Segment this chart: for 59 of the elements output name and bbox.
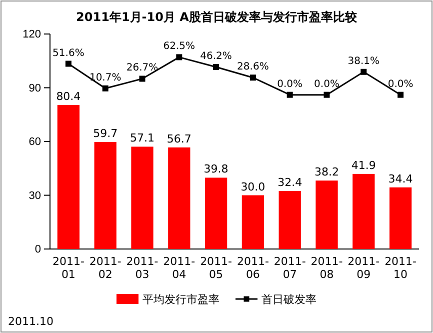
bar [131, 146, 154, 249]
point [102, 85, 108, 92]
data-label: 30.0 [240, 180, 266, 194]
point [65, 60, 72, 67]
data-label: 80.4 [56, 90, 81, 103]
bar [204, 178, 228, 249]
data-label: 39.8 [204, 162, 228, 176]
x-tick-label: 2011-02 [89, 255, 122, 281]
data-label: 26.7% [126, 62, 158, 74]
data-label: 0.0% [314, 78, 340, 90]
x-tick-label: 2011-03 [126, 255, 158, 281]
x-tick-label: 2011-10 [384, 255, 417, 281]
y-tick-label: 30 [28, 190, 41, 202]
x-tick-label: 2011-05 [200, 255, 232, 281]
bar [242, 195, 264, 249]
x-tick-label: 2011-07 [274, 255, 306, 281]
point [360, 68, 367, 75]
x-tick-label: 2011-06 [236, 255, 269, 281]
data-label: 59.7 [93, 127, 118, 140]
y-tick-label: 120 [22, 28, 41, 41]
data-label: 38.1% [348, 56, 380, 67]
data-label: 10.7% [89, 72, 122, 84]
point [139, 76, 146, 82]
text: 2011.10 [8, 315, 54, 328]
point [398, 92, 404, 98]
point [176, 54, 182, 60]
data-label: 28.6% [237, 62, 269, 73]
point [213, 64, 220, 70]
y-tick-label: 90 [28, 82, 41, 94]
bar [389, 187, 412, 249]
bar [316, 180, 338, 249]
x-tick-label: 2011-01 [52, 255, 84, 281]
point [250, 74, 256, 81]
data-label: 32.4 [278, 176, 302, 189]
legend-label: 平均发行市盈率 [142, 293, 220, 306]
data-label: 0.0% [388, 78, 414, 90]
point [286, 92, 293, 98]
bar [168, 147, 190, 249]
legend-label: 首日破发率 [262, 293, 316, 306]
data-label: 57.1 [130, 132, 154, 145]
data-label: 34.4 [388, 172, 413, 186]
y-tick-label: 60 [28, 136, 41, 148]
point [324, 92, 330, 98]
data-label: 41.9 [351, 158, 376, 172]
data-label: 38.2 [314, 166, 339, 179]
bar [352, 174, 375, 249]
chart-title: 2011年1月-10月 A股首日破发率与发行市盈率比较 [76, 10, 358, 24]
bar [278, 190, 301, 249]
x-tick-label: 2011-09 [348, 255, 380, 281]
y-tick-label: 0 [34, 244, 41, 256]
x-tick-label: 2011-04 [163, 255, 196, 281]
data-label: 56.7 [166, 132, 192, 146]
data-label: 46.2% [200, 51, 232, 62]
bar [57, 104, 80, 249]
bar [94, 142, 116, 249]
x-tick-label: 2011-08 [310, 255, 343, 281]
data-label: 62.5% [163, 41, 196, 52]
data-label: 0.0% [277, 78, 303, 90]
data-label: 51.6% [52, 48, 84, 59]
